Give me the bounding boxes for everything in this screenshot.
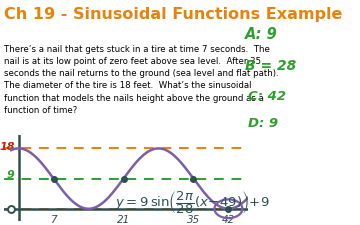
Text: D: 9: D: 9	[248, 117, 279, 130]
Text: 42: 42	[222, 215, 235, 225]
Text: C: 42: C: 42	[248, 90, 287, 103]
Text: Ch 19 - Sinusoidal Functions Example: Ch 19 - Sinusoidal Functions Example	[4, 7, 342, 22]
Text: 7: 7	[50, 215, 57, 225]
Text: 9: 9	[7, 170, 15, 180]
Text: 21: 21	[117, 215, 130, 225]
Text: $y = 9\,\sin\!\left(\dfrac{2\pi}{28}(x\!-\!49)\right)\!+\!9$: $y = 9\,\sin\!\left(\dfrac{2\pi}{28}(x\!…	[116, 189, 270, 216]
Text: A: 9: A: 9	[245, 27, 278, 42]
Text: 18: 18	[0, 142, 15, 152]
Text: There’s a nail that gets stuck in a tire at time 7 seconds.  The
nail is at its : There’s a nail that gets stuck in a tire…	[4, 45, 278, 115]
Text: 35: 35	[187, 215, 200, 225]
Text: B = 28: B = 28	[245, 58, 296, 72]
